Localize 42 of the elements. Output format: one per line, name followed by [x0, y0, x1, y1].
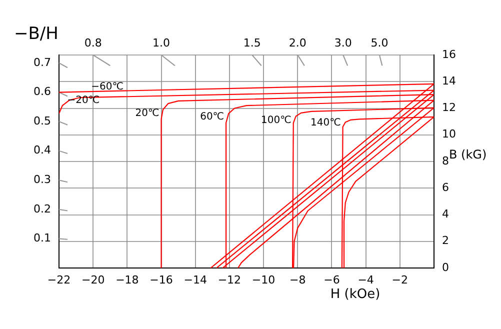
x-tick-label: −2 — [392, 273, 408, 286]
annotation: 1.5 — [243, 36, 261, 50]
y-tick-label: 14 — [442, 74, 456, 88]
y2-axis-title: −B/H — [14, 24, 58, 44]
y2-tick-label: 0.5 — [34, 114, 51, 128]
y2-tick-label: 0.2 — [34, 202, 51, 216]
annotation: 2.0 — [288, 36, 306, 50]
y-tick-label: 4 — [442, 208, 449, 221]
y2-tick-label: 0.4 — [34, 144, 51, 157]
x-tick-label: −4 — [358, 273, 374, 286]
x-tick-label: −18 — [116, 273, 139, 286]
y2-tick-label: 0.3 — [34, 172, 51, 186]
y2-tick-label: 0.1 — [34, 232, 51, 245]
x-tick-label: −22 — [47, 273, 71, 286]
annotation: 0.8 — [84, 36, 102, 50]
x-tick-label: −16 — [150, 273, 173, 286]
annotation: 140℃ — [310, 117, 341, 128]
x-tick-label: −8 — [290, 273, 306, 286]
annotation: 1.0 — [152, 36, 170, 50]
x-tick-label: −20 — [81, 273, 105, 286]
y-tick-label: 12 — [442, 101, 456, 114]
x-tick-label: −12 — [218, 273, 242, 286]
annotation: 3.0 — [334, 36, 352, 50]
y-tick-label: 2 — [442, 234, 449, 248]
y-axis-title: B (kG) — [449, 148, 487, 162]
y2-tick-label: 0.6 — [34, 85, 51, 98]
y2-tick-label: 0.7 — [34, 56, 51, 69]
y-tick-label: 6 — [442, 180, 449, 194]
y-tick-label: 8 — [442, 154, 449, 168]
annotation: 60℃ — [200, 111, 224, 122]
annotation: 20℃ — [135, 108, 160, 120]
annotation: 5.0 — [370, 36, 388, 50]
y-tick-label: 16 — [442, 48, 456, 61]
annotation: −60℃ — [91, 82, 124, 93]
annotation: 100℃ — [261, 114, 292, 126]
annotation: −20℃ — [67, 94, 100, 106]
y-tick-label: 10 — [442, 128, 456, 141]
x-tick-label: −10 — [252, 273, 276, 286]
x-tick-label: −6 — [324, 273, 340, 286]
y-tick-label: 0 — [442, 260, 449, 274]
x-tick-label: −14 — [184, 273, 207, 286]
x-axis-title: H (kOe) — [330, 286, 380, 302]
